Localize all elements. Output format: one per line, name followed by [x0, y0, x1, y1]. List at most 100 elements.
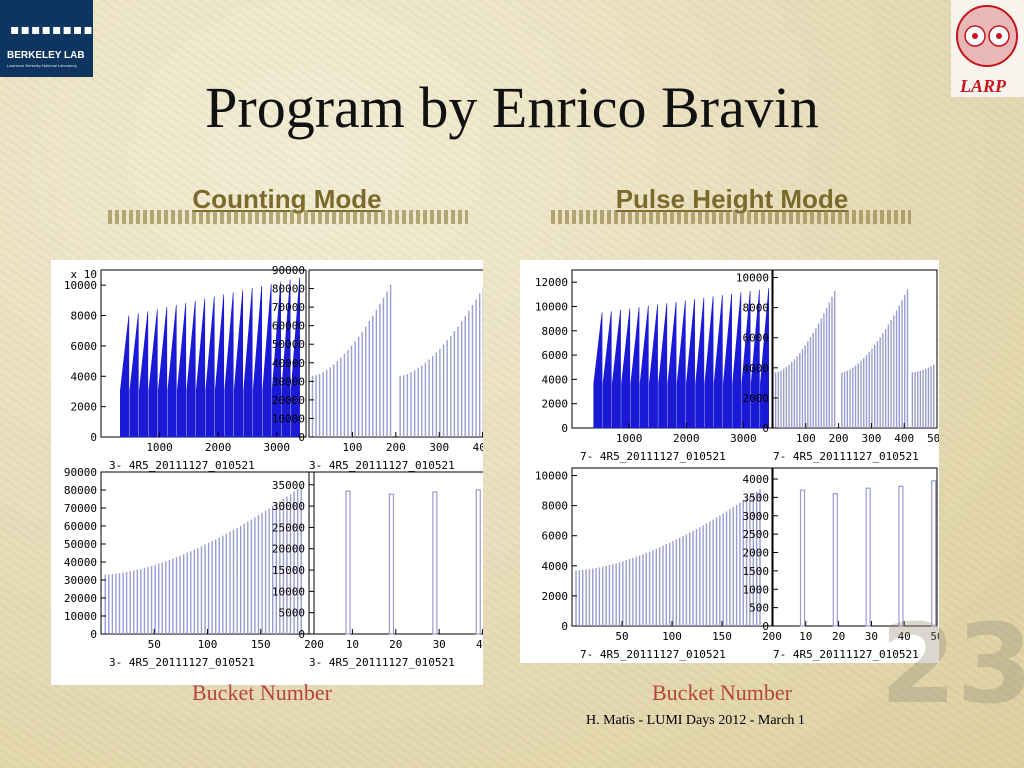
y-tick-label: 2000	[542, 590, 569, 603]
y-tick-label: 0	[561, 422, 568, 435]
larp-text: LARP	[960, 76, 1007, 96]
y-tick-label: 2000	[743, 547, 770, 560]
y-tick-label: 0	[561, 620, 568, 633]
spike-bar	[898, 485, 904, 627]
y-tick-label: 25000	[272, 521, 305, 534]
y-tick-label: 8000	[542, 500, 569, 513]
plot-label: 7- 4R5_20111127_010521	[773, 450, 919, 463]
heading-underline-decoration	[551, 210, 911, 224]
larp-logo: LARP	[951, 0, 1024, 97]
spike-bar	[345, 490, 351, 635]
y-tick-label: 8000	[71, 310, 98, 323]
plot-label: 7- 4R5_20111127_010521	[773, 648, 919, 661]
plot-label: 3- 4R5_20111127_010521	[309, 459, 455, 472]
y-tick-label: 70000	[64, 502, 97, 515]
y-tick-label: 8000	[542, 325, 569, 338]
y-tick-label: 0	[762, 620, 769, 633]
logo-dots-icon: ▪▪▪▪▪▪▪▪	[10, 22, 94, 38]
x-tick-label: 200	[829, 432, 849, 445]
spike-bar	[931, 480, 937, 627]
plot-frame	[772, 467, 938, 627]
x-tick-label: 20	[832, 630, 845, 643]
x-tick-label: 40	[898, 630, 911, 643]
plot-label: 3- 4R5_20111127_010521	[109, 656, 255, 669]
plot-label: 3- 4R5_20111127_010521	[309, 656, 455, 669]
bunch-train-bars	[120, 277, 300, 438]
plot-frame	[308, 471, 527, 635]
y-tick-label: 10000	[535, 470, 568, 483]
berkeley-lab-logo: ▪▪▪▪▪▪▪▪ BERKELEY LAB Lawrence Berkeley …	[0, 0, 93, 77]
y-tick-label: 90000	[64, 466, 97, 479]
logo-name: BERKELEY LAB	[7, 50, 85, 61]
larp-emblem-icon	[956, 5, 1018, 67]
counting-mode-heading: Counting Mode	[192, 184, 382, 214]
y-tick-label: 4000	[743, 362, 770, 375]
y-tick-label: 10000	[272, 412, 305, 425]
y-tick-label: 50000	[272, 338, 305, 351]
y-tick-label: 5000	[279, 607, 306, 620]
bucket-number-caption: Bucket Number	[192, 680, 332, 705]
x-tick-label: 10	[346, 638, 359, 651]
plot-label: 3- 4R5_20111127_010521	[109, 459, 255, 472]
y-tick-label: 4000	[71, 370, 98, 383]
x-tick-label: 400	[473, 441, 483, 454]
x-tick-label: 3000	[730, 432, 757, 445]
y-tick-label: 30000	[272, 375, 305, 388]
y-tick-label: 3000	[743, 510, 770, 523]
y-tick-label: 0	[90, 628, 97, 641]
y-tick-label: 60000	[272, 320, 305, 333]
y-multiplier-label: x 10	[71, 268, 98, 281]
x-tick-label: 100	[662, 630, 682, 643]
y-tick-label: 70000	[272, 301, 305, 314]
ramp-bars-0	[575, 489, 761, 626]
x-tick-label: 150	[712, 630, 732, 643]
spike-bar	[799, 489, 806, 627]
y-tick-label: 0	[762, 422, 769, 435]
y-tick-label: 20000	[64, 592, 97, 605]
y-tick-label: 10000	[535, 300, 568, 313]
ramp-bars-0	[774, 291, 836, 428]
spike-bar	[832, 493, 838, 627]
x-tick-label: 3000	[263, 441, 290, 454]
x-tick-label: 100	[342, 441, 362, 454]
ramp-bars-1	[841, 289, 909, 428]
x-tick-label: 20	[389, 638, 402, 651]
y-tick-label: 2000	[71, 401, 98, 414]
logo-subtitle: Lawrence Berkeley National Laboratory	[7, 63, 78, 68]
y-tick-label: 1500	[743, 565, 770, 578]
y-tick-label: 20000	[272, 394, 305, 407]
y-tick-label: 10000	[64, 279, 97, 292]
pulse-height-mode-heading: Pulse Height Mode	[615, 184, 849, 214]
x-tick-label: 500	[927, 432, 939, 445]
spike-bar	[475, 489, 481, 635]
x-tick-label: 300	[429, 441, 449, 454]
x-tick-label: 2000	[673, 432, 700, 445]
y-tick-label: 500	[749, 602, 769, 615]
spike-bar	[388, 493, 395, 635]
x-tick-label: 50	[615, 630, 628, 643]
x-tick-label: 1000	[616, 432, 643, 445]
y-tick-label: 8000	[743, 302, 770, 315]
y-tick-label: 6000	[71, 340, 98, 353]
y-tick-label: 10000	[64, 610, 97, 623]
x-tick-label: 200	[304, 638, 324, 651]
y-tick-label: 20000	[272, 543, 305, 556]
y-tick-label: 80000	[64, 484, 97, 497]
bunch-train-bars	[593, 288, 769, 429]
y-tick-label: 0	[90, 431, 97, 444]
slide-title: Program by Enrico Bravin	[205, 75, 819, 140]
x-tick-label: 100	[796, 432, 816, 445]
heading-underline-decoration	[108, 210, 468, 224]
y-tick-label: 30000	[64, 574, 97, 587]
y-tick-label: 4000	[542, 373, 569, 386]
y-tick-label: 2000	[542, 398, 569, 411]
y-tick-label: 4000	[743, 473, 770, 486]
y-tick-label: 0	[298, 628, 305, 641]
plot-label: 7- 4R5_20111127_010521	[580, 450, 726, 463]
y-tick-label: 4000	[542, 560, 569, 573]
x-tick-label: 200	[386, 441, 406, 454]
y-tick-label: 40000	[272, 357, 305, 370]
plot-label: 7- 4R5_20111127_010521	[580, 648, 726, 661]
y-tick-label: 12000	[535, 276, 568, 289]
